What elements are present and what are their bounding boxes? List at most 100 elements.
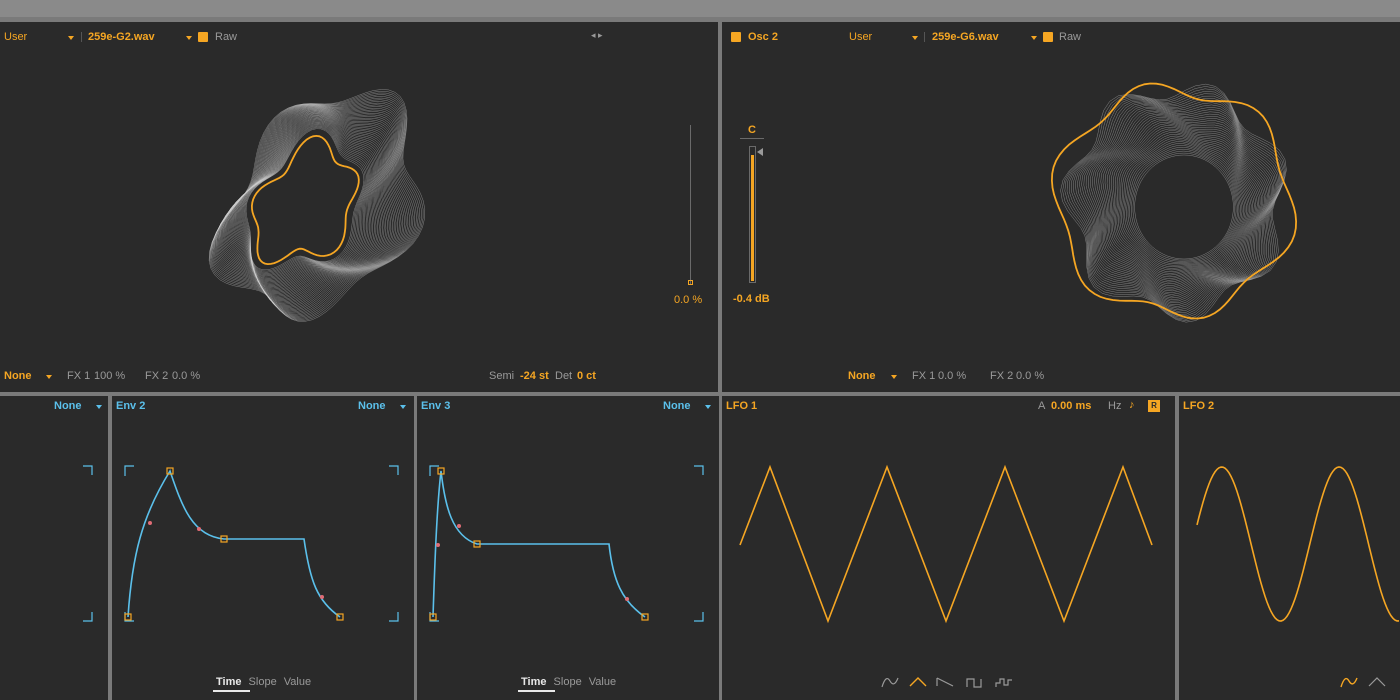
env3-tab-value[interactable]: Value bbox=[588, 676, 617, 688]
square-icon bbox=[966, 678, 982, 688]
note-icon[interactable]: ♪ bbox=[1129, 399, 1135, 411]
osc2-filter-chevron-down-icon[interactable] bbox=[891, 375, 897, 379]
wavetable-frame bbox=[1085, 108, 1273, 304]
osc2-source-chevron-down-icon[interactable] bbox=[912, 36, 918, 40]
env3-tab-slope[interactable]: Slope bbox=[553, 676, 582, 688]
lfo1-waveform bbox=[739, 464, 1153, 624]
osc1-raw-label: Raw bbox=[215, 31, 238, 43]
wavetable-frame bbox=[1134, 154, 1234, 260]
env3-tab-underline bbox=[518, 690, 555, 692]
triangle-icon bbox=[1368, 677, 1386, 687]
osc2-raw-toggle[interactable] bbox=[1043, 32, 1053, 42]
env2-tabs: Time Slope Value bbox=[216, 676, 315, 688]
osc2-gain-meter[interactable] bbox=[749, 146, 756, 283]
osc1-fx1-value[interactable]: 100 % bbox=[94, 370, 126, 382]
osc1-fader-handle[interactable] bbox=[688, 280, 693, 285]
lfo1-a-label: A bbox=[1038, 400, 1046, 412]
lfo1-title: LFO 1 bbox=[726, 400, 758, 412]
lfo1-a-value[interactable]: 0.00 ms bbox=[1051, 400, 1092, 412]
wavetable-frame bbox=[1121, 139, 1246, 271]
osc2-file-chevron-down-icon[interactable] bbox=[1031, 36, 1037, 40]
osc1-wavetable-display[interactable] bbox=[0, 22, 718, 392]
sine-icon bbox=[881, 677, 899, 688]
env1-target-chevron-down-icon[interactable] bbox=[96, 405, 102, 409]
corner-marker bbox=[389, 612, 399, 622]
wavetable-frame bbox=[1079, 104, 1277, 309]
lfo1-shape-selector[interactable] bbox=[722, 396, 1175, 700]
osc1-filter-chevron-down-icon[interactable] bbox=[46, 375, 52, 379]
env3-display[interactable] bbox=[417, 396, 719, 700]
lfo1-hz-toggle[interactable]: Hz bbox=[1108, 400, 1122, 412]
osc1-semi-value[interactable]: -24 st bbox=[520, 370, 549, 382]
env1-display[interactable] bbox=[0, 396, 108, 700]
env2-tab-underline bbox=[213, 690, 250, 692]
osc1-fader-track[interactable] bbox=[690, 125, 691, 285]
wavetable-frame bbox=[1092, 112, 1270, 299]
env2-display[interactable] bbox=[112, 396, 414, 700]
envelope-curve-handle bbox=[320, 595, 324, 599]
wavetable-frame bbox=[1068, 93, 1283, 317]
wavetable-frame bbox=[215, 105, 407, 311]
lfo2-title: LFO 2 bbox=[1183, 400, 1215, 412]
osc2-on-toggle[interactable] bbox=[731, 32, 741, 42]
osc2-file-select[interactable]: 259e-G6.wav bbox=[932, 31, 999, 43]
osc2-pan-value[interactable]: C bbox=[748, 124, 756, 136]
wavetable-frame bbox=[1122, 141, 1244, 269]
expand-arrows-icon[interactable]: ◂ ▸ bbox=[591, 30, 603, 40]
lfo2-display[interactable] bbox=[1179, 396, 1400, 700]
wavetable-frame bbox=[1129, 148, 1238, 263]
wavetable-frame bbox=[228, 112, 386, 293]
envelope-node bbox=[166, 467, 174, 475]
env3-target-select[interactable]: None bbox=[663, 400, 691, 412]
wavetable-frame bbox=[1083, 106, 1275, 305]
env2-target-select[interactable]: None bbox=[358, 400, 386, 412]
osc2-gain-fill bbox=[751, 155, 754, 281]
wavetable-frame bbox=[211, 96, 419, 318]
wavetable-frame bbox=[210, 92, 422, 320]
osc1-fx1-label: FX 1 bbox=[67, 370, 91, 382]
env2-tab-value[interactable]: Value bbox=[283, 676, 312, 688]
osc1-det-value[interactable]: 0 ct bbox=[577, 370, 596, 382]
lfo2-shape-selector[interactable] bbox=[1179, 396, 1400, 700]
osc1-fader-value[interactable]: 0.0 % bbox=[674, 294, 703, 306]
wavetable-frame bbox=[1074, 100, 1280, 312]
wavetable-frame bbox=[1119, 137, 1247, 272]
env2-tab-slope[interactable]: Slope bbox=[248, 676, 277, 688]
env2-panel: Env 2 None Time Slope Value bbox=[112, 396, 414, 700]
env2-tab-time[interactable]: Time bbox=[216, 676, 242, 688]
envelope-curve bbox=[432, 470, 646, 618]
osc1-source-select[interactable]: User bbox=[4, 31, 28, 43]
env1-target-select[interactable]: None bbox=[54, 400, 82, 412]
osc2-wavetable-display[interactable] bbox=[722, 22, 1400, 392]
osc1-file-chevron-down-icon[interactable] bbox=[186, 36, 192, 40]
env3-tab-time[interactable]: Time bbox=[521, 676, 547, 688]
osc2-gain-value[interactable]: -0.4 dB bbox=[733, 293, 770, 305]
env3-target-chevron-down-icon[interactable] bbox=[705, 405, 711, 409]
osc2-source-select[interactable]: User bbox=[849, 31, 873, 43]
env2-target-chevron-down-icon[interactable] bbox=[400, 405, 406, 409]
osc1-source-chevron-down-icon[interactable] bbox=[68, 36, 74, 40]
env3-title: Env 3 bbox=[421, 400, 451, 412]
osc2-filter-select[interactable]: None bbox=[848, 370, 876, 382]
wavetable-frame bbox=[1132, 152, 1235, 261]
osc2-fx1-value[interactable]: 0.0 % bbox=[938, 370, 967, 382]
wavetable-frame bbox=[1096, 115, 1267, 295]
wavetable-frame bbox=[1115, 132, 1252, 278]
wavetable-frame bbox=[223, 109, 391, 299]
corner-marker bbox=[429, 465, 439, 476]
osc2-gain-pointer-icon[interactable] bbox=[757, 148, 763, 156]
wavetable-current-frame bbox=[250, 134, 360, 266]
osc1-filter-select[interactable]: None bbox=[4, 370, 32, 382]
osc1-file-select[interactable]: 259e-G2.wav bbox=[88, 31, 155, 43]
osc1-fx2-value[interactable]: 0.0 % bbox=[172, 370, 201, 382]
corner-marker bbox=[694, 612, 704, 622]
wavetable-frame bbox=[210, 94, 421, 319]
wavetable-frame bbox=[217, 106, 402, 307]
lfo1-display[interactable] bbox=[722, 396, 1175, 700]
osc1-raw-toggle[interactable] bbox=[198, 32, 208, 42]
wavetable-frame bbox=[1062, 86, 1286, 322]
wavetable-frame bbox=[219, 107, 398, 305]
lfo1-retrigger-button[interactable]: R bbox=[1148, 400, 1160, 412]
osc2-fx2-value[interactable]: 0.0 % bbox=[1016, 370, 1045, 382]
envelope-node bbox=[437, 467, 445, 475]
